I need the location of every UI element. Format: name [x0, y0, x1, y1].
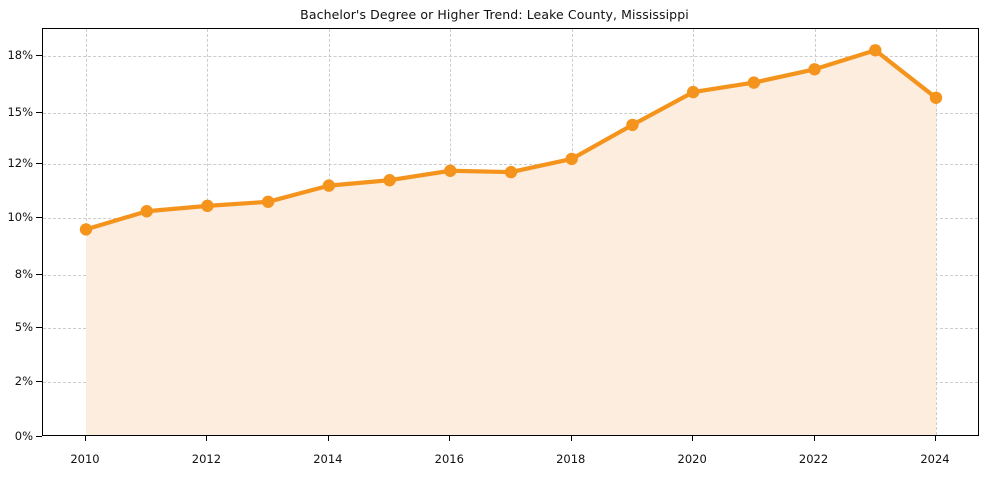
- gridline-y-12pct: [43, 164, 978, 165]
- y-tick-mark-2pct: [36, 381, 42, 382]
- y-tick-label-2pct: 2%: [14, 374, 33, 388]
- x-tick-label-2016: 2016: [434, 452, 464, 466]
- y-tick-mark-18pct: [36, 55, 42, 56]
- x-tick-label-2012: 2012: [191, 452, 222, 466]
- x-tick-mark-2024: [935, 436, 936, 441]
- y-tick-mark-15pct: [36, 112, 42, 113]
- y-tick-label-0pct: 0%: [14, 429, 33, 443]
- x-tick-label-2018: 2018: [556, 452, 586, 466]
- y-tick-label-12pct: 12%: [7, 156, 33, 170]
- data-point-2022: [808, 63, 821, 76]
- x-tick-label-2010: 2010: [70, 452, 100, 466]
- y-tick-label-18pct: 18%: [7, 48, 33, 62]
- y-tick-mark-8pct: [36, 274, 42, 275]
- gridline-y-18pct: [43, 56, 978, 57]
- x-tick-label-2024: 2024: [920, 452, 950, 466]
- data-point-2011: [140, 205, 153, 218]
- data-point-2019: [626, 118, 639, 132]
- area-fill: [86, 50, 936, 435]
- y-tick-label-5pct: 5%: [14, 320, 33, 334]
- x-tick-label-2022: 2022: [798, 452, 829, 466]
- x-tick-mark-2016: [449, 436, 451, 441]
- x-tick-label-2020: 2020: [677, 452, 707, 466]
- y-tick-mark-10pct: [36, 217, 42, 218]
- x-tick-mark-2022: [813, 436, 815, 441]
- y-tick-label-8pct: 8%: [14, 267, 33, 281]
- data-point-2024: [929, 91, 943, 104]
- data-point-2013: [261, 195, 275, 208]
- gridline-x-2024: [936, 29, 937, 435]
- x-tick-label-2014: 2014: [313, 452, 343, 466]
- data-point-2010: [79, 223, 93, 236]
- series-plot: [79, 44, 943, 435]
- y-tick-mark-0pct: [36, 436, 42, 437]
- data-point-2023: [869, 44, 882, 57]
- data-point-2012: [201, 199, 214, 213]
- data-point-2018: [565, 152, 578, 166]
- x-tick-mark-2018: [570, 436, 572, 441]
- y-tick-mark-5pct: [36, 327, 42, 328]
- data-point-2017: [504, 165, 518, 179]
- x-tick-mark-2012: [206, 436, 208, 441]
- data-point-2021: [747, 76, 761, 89]
- y-tick-label-15pct: 15%: [7, 105, 33, 119]
- data-point-2014: [322, 179, 336, 192]
- data-point-2020: [686, 85, 700, 99]
- chart-title: Bachelor's Degree or Higher Trend: Leake…: [300, 7, 689, 22]
- y-tick-mark-12pct: [36, 163, 42, 164]
- data-point-2016: [444, 164, 457, 177]
- y-tick-label-10pct: 10%: [7, 210, 33, 224]
- plot-area: [42, 28, 979, 436]
- x-tick-mark-2010: [85, 436, 86, 441]
- y-axis-tick-labels: 0% 2% 5% 8% 10% 12% 15% 18%: [0, 0, 33, 490]
- data-point-2015: [383, 174, 396, 187]
- gridline-y-15pct: [43, 113, 978, 114]
- x-tick-mark-2014: [327, 436, 329, 441]
- data-point-markers: [79, 44, 943, 236]
- x-tick-mark-2020: [692, 436, 694, 441]
